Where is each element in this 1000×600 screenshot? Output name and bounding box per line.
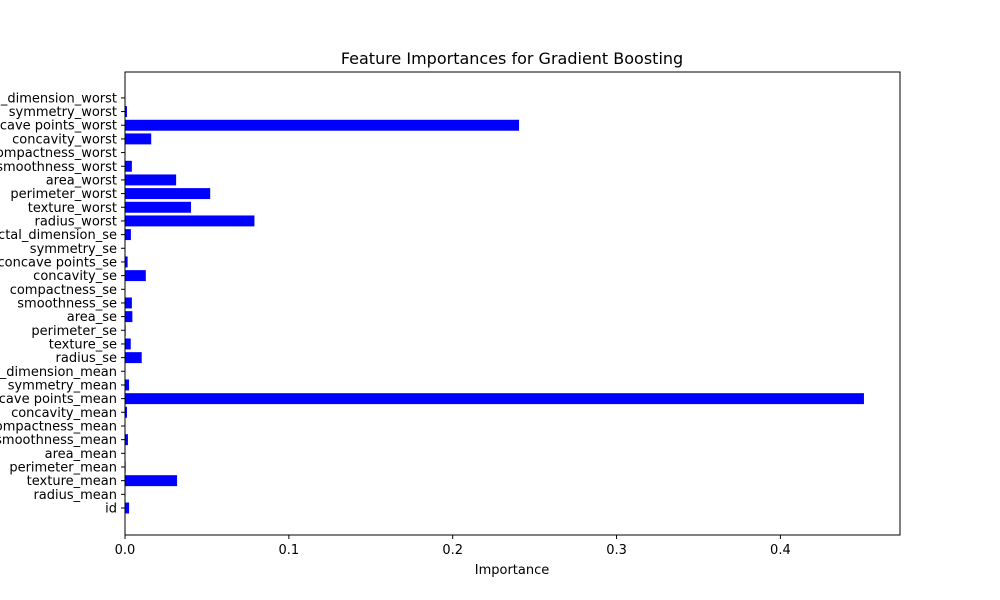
y-tick-label-radius-mean: radius_mean — [33, 488, 117, 503]
x-tick-label-2: 0.2 — [442, 543, 463, 558]
y-tick-label-smoothness-worst: smoothness_worst — [0, 160, 117, 175]
y-tick-label-texture-se: texture_se — [49, 337, 117, 352]
y-tick-label-concave-points-se: concave points_se — [0, 255, 117, 270]
bar-concavity-mean — [125, 406, 127, 418]
y-tick-label-symmetry-worst: symmetry_worst — [9, 105, 117, 120]
bar-concave-points-worst — [125, 119, 520, 131]
y-tick-label-compactness-se: compactness_se — [10, 283, 117, 298]
y-tick-label-perimeter-worst: perimeter_worst — [10, 187, 117, 202]
y-tick-label-concave-points-worst: concave points_worst — [0, 119, 117, 134]
x-tick-label-0: 0.0 — [115, 543, 136, 558]
bar-radius-worst — [125, 215, 255, 227]
y-tick-label-concavity-worst: concavity_worst — [12, 132, 117, 147]
y-tick-label-fractal-dimension-se: fractal_dimension_se — [0, 228, 117, 243]
bar-symmetry-mean — [125, 379, 130, 391]
bar-texture-se — [125, 338, 131, 350]
y-tick-label-compactness-worst: compactness_worst — [0, 146, 117, 161]
y-tick-label-perimeter-se: perimeter_se — [31, 324, 117, 339]
bar-symmetry-worst — [125, 106, 127, 118]
y-tick-label-area-se: area_se — [67, 310, 117, 325]
bar-texture-worst — [125, 201, 192, 213]
bar-concave-points-se — [125, 256, 128, 268]
bar-smoothness-se — [125, 297, 132, 309]
bar-concavity-se — [125, 270, 146, 282]
bar-concave-points-mean — [125, 393, 864, 405]
y-tick-label-texture-mean: texture_mean — [27, 474, 117, 489]
y-tick-label-smoothness-se: smoothness_se — [17, 296, 117, 311]
y-tick-label-radius-worst: radius_worst — [35, 214, 118, 229]
bar-radius-se — [125, 352, 142, 364]
y-tick-label-perimeter-mean: perimeter_mean — [9, 460, 117, 475]
x-tick-label-4: 0.4 — [770, 543, 791, 558]
y-tick-label-texture-worst: texture_worst — [28, 201, 117, 216]
y-tick-label-concave-points-mean: concave points_mean — [0, 392, 117, 407]
bar-smoothness-mean — [125, 434, 128, 446]
chart-title: Feature Importances for Gradient Boostin… — [341, 49, 683, 68]
y-tick-label-area-mean: area_mean — [45, 447, 117, 462]
x-tick-label-1: 0.1 — [279, 543, 300, 558]
bars-group — [125, 92, 864, 514]
bar-smoothness-worst — [125, 160, 132, 172]
bar-texture-mean — [125, 475, 178, 487]
x-tick-label-3: 0.3 — [606, 543, 627, 558]
y-tick-label-concavity-mean: concavity_mean — [11, 406, 117, 421]
plot-frame — [124, 71, 901, 536]
y-tick-label-symmetry-mean: symmetry_mean — [8, 378, 117, 393]
y-tick-label-area-worst: area_worst — [46, 173, 117, 188]
x-axis-label: Importance — [475, 563, 550, 578]
y-tick-label-id: id — [105, 502, 117, 517]
y-tick-label-concavity-se: concavity_se — [33, 269, 117, 284]
bar-fractal-dimension-se — [125, 229, 131, 241]
y-tick-label-radius-se: radius_se — [56, 351, 117, 366]
y-ticks — [121, 97, 125, 509]
x-ticks: 0.0 0.1 0.2 0.3 0.4 — [115, 535, 791, 558]
bar-perimeter-worst — [125, 188, 211, 200]
y-tick-label-fractal-dimension-worst: fractal_dimension_worst — [0, 91, 117, 106]
y-tick-label-symmetry-se: symmetry_se — [30, 242, 117, 257]
y-tick-labels: idradius_meantexture_meanperimeter_meana… — [0, 91, 117, 516]
y-tick-label-smoothness-mean: smoothness_mean — [0, 433, 117, 448]
bar-area-se — [125, 311, 133, 323]
bar-id — [125, 502, 130, 514]
bar-concavity-worst — [125, 133, 152, 145]
bar-area-worst — [125, 174, 177, 186]
y-tick-label-fractal-dimension-mean: fractal_dimension_mean — [0, 365, 117, 380]
y-tick-label-compactness-mean: compactness_mean — [0, 419, 117, 434]
